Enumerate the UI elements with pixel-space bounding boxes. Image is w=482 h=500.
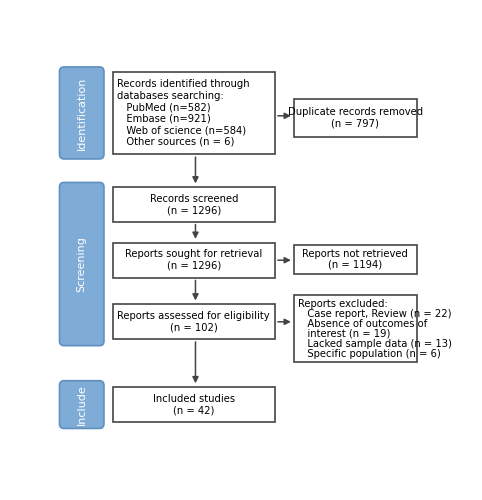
Text: Include: Include — [77, 384, 87, 425]
Text: (n = 102): (n = 102) — [170, 322, 218, 332]
FancyBboxPatch shape — [112, 304, 275, 339]
Text: Web of science (n=584): Web of science (n=584) — [117, 126, 246, 136]
FancyBboxPatch shape — [59, 67, 104, 159]
Text: Screening: Screening — [77, 236, 87, 292]
Text: Reports sought for retrieval: Reports sought for retrieval — [125, 250, 262, 260]
Text: Records identified through: Records identified through — [117, 79, 250, 89]
Text: Reports assessed for eligibility: Reports assessed for eligibility — [118, 311, 270, 321]
Text: (n = 1194): (n = 1194) — [328, 260, 382, 270]
Text: Absence of outcomes of: Absence of outcomes of — [298, 318, 428, 328]
Text: Duplicate records removed: Duplicate records removed — [288, 107, 423, 117]
Text: (n = 797): (n = 797) — [332, 118, 379, 128]
Text: Identification: Identification — [77, 76, 87, 150]
FancyBboxPatch shape — [112, 387, 275, 422]
Text: Lacked sample data (n = 13): Lacked sample data (n = 13) — [298, 338, 452, 348]
FancyBboxPatch shape — [294, 98, 417, 137]
Text: Reports excluded:: Reports excluded: — [298, 298, 388, 308]
Text: Records screened: Records screened — [149, 194, 238, 203]
FancyBboxPatch shape — [112, 72, 275, 154]
Text: Included studies: Included studies — [153, 394, 235, 404]
Text: Embase (n=921): Embase (n=921) — [117, 114, 211, 124]
Text: Specific population (n = 6): Specific population (n = 6) — [298, 348, 441, 358]
Text: Reports not retrieved: Reports not retrieved — [302, 249, 408, 259]
FancyBboxPatch shape — [112, 243, 275, 278]
Text: (n = 42): (n = 42) — [173, 406, 214, 415]
Text: databases searching:: databases searching: — [117, 90, 224, 101]
FancyBboxPatch shape — [294, 245, 417, 274]
Text: (n = 1296): (n = 1296) — [167, 205, 221, 215]
FancyBboxPatch shape — [59, 380, 104, 428]
Text: PubMed (n=582): PubMed (n=582) — [117, 102, 211, 112]
Text: Other sources (n = 6): Other sources (n = 6) — [117, 137, 234, 147]
Text: interest (n = 19): interest (n = 19) — [298, 328, 390, 338]
FancyBboxPatch shape — [59, 182, 104, 346]
FancyBboxPatch shape — [294, 295, 417, 362]
Text: Case report, Review (n = 22): Case report, Review (n = 22) — [298, 308, 452, 318]
Text: (n = 1296): (n = 1296) — [167, 261, 221, 271]
FancyBboxPatch shape — [112, 187, 275, 222]
